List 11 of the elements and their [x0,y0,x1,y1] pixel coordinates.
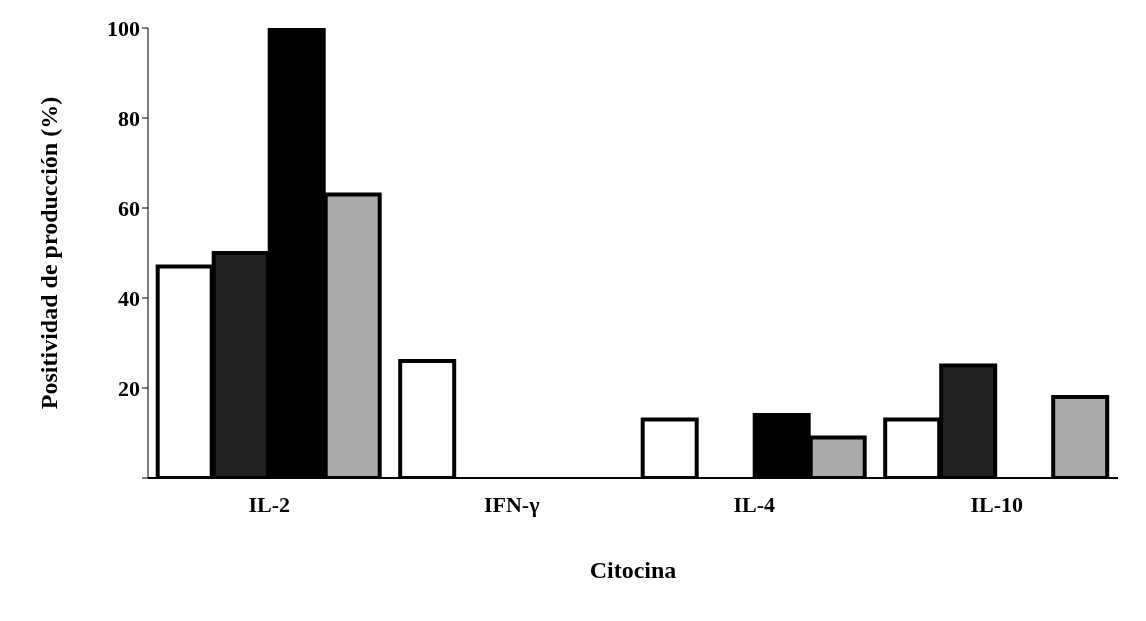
y-axis-title: Positividad de producción (%) [35,96,62,410]
y-tick-label: 20 [118,375,140,401]
y-tick-label: 100 [107,15,140,41]
x-axis-title: Citocina [589,557,677,583]
x-tick-label: IL-4 [733,491,776,517]
x-tick-label: IL-10 [970,491,1024,517]
y-tick-label: 60 [118,195,140,221]
y-tick-label: 40 [118,285,140,311]
x-tick-label: IFN-γ [483,491,540,517]
y-tick-label: 80 [118,105,140,131]
x-tick-label: IL-2 [248,491,291,517]
